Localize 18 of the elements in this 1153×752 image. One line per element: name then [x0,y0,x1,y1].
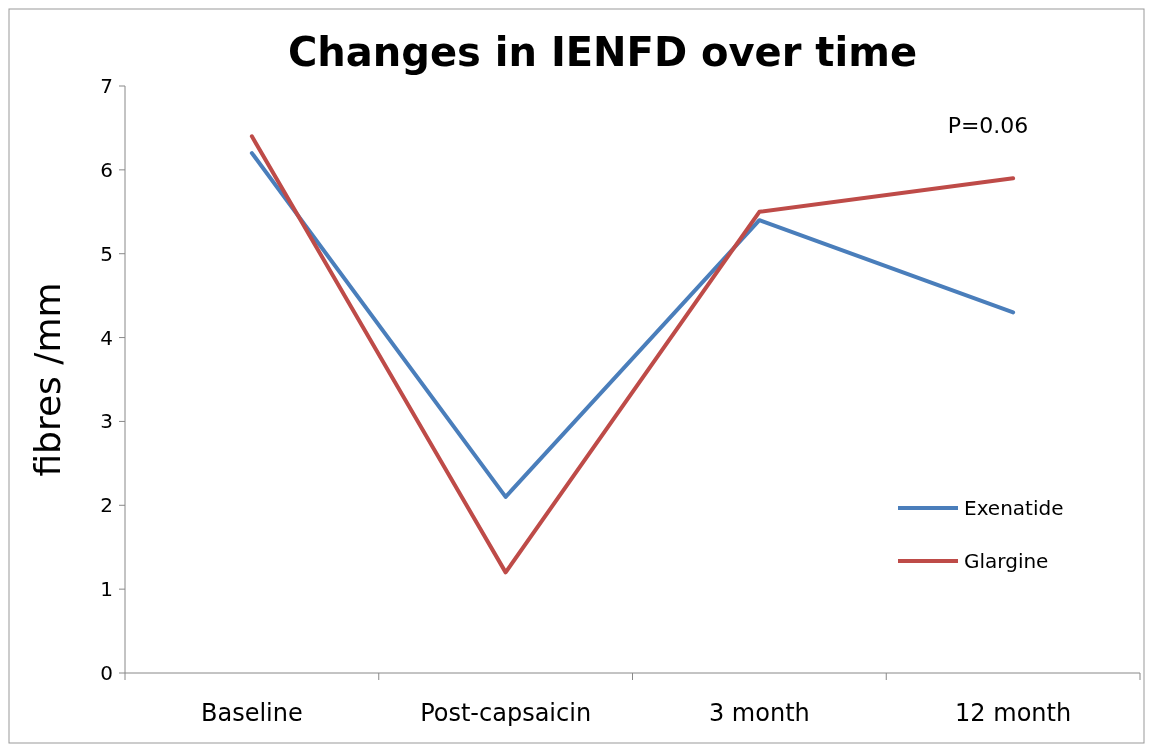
x-tick-label: 12 month [955,699,1072,727]
y-tick-label: 2 [100,493,113,518]
y-tick-label: 6 [100,157,113,182]
y-tick-label: 5 [100,241,113,266]
y-axis-title: fibres /mm [27,282,68,477]
y-tick-label: 4 [100,325,113,350]
x-tick-label: Post-capsaicin [420,699,592,727]
annotation: P=0.06 [947,113,1029,138]
y-tick-label: 7 [100,74,113,98]
y-tick-label: 0 [100,661,113,685]
legend-label: Exenatide [964,496,1064,520]
y-tick-label: 3 [100,409,113,434]
x-tick-label: Baseline [200,699,303,727]
y-tick-label: 1 [100,577,113,602]
chart-title: Changes in IENFD over time [287,29,918,75]
x-tick-label: 3 month [708,699,810,727]
line-series [249,151,1016,499]
legend-label: Glargine [964,549,1049,573]
